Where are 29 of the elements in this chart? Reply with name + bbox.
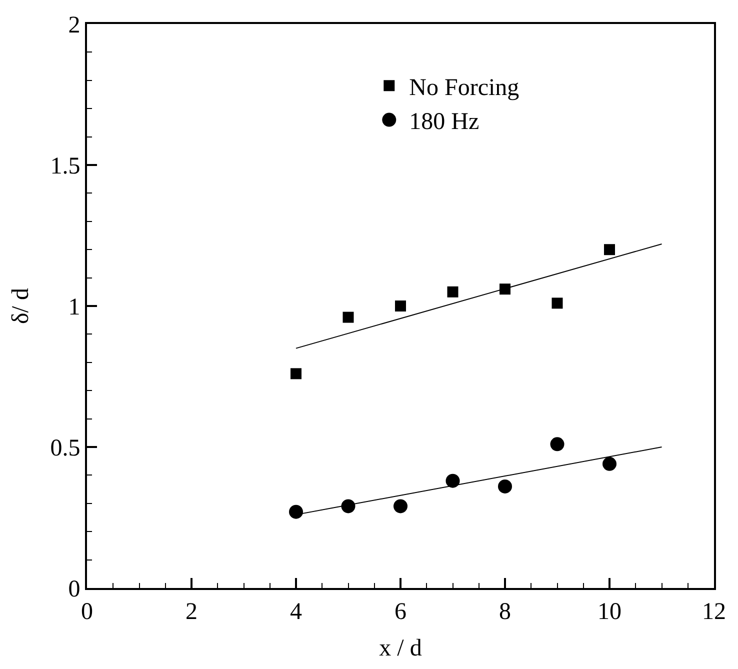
point <box>342 312 354 323</box>
x-tick-label: 10 <box>598 598 622 625</box>
point <box>500 284 510 295</box>
point <box>604 244 615 256</box>
point <box>290 368 302 380</box>
y-axis-title: δ/ d <box>8 288 34 324</box>
point <box>395 300 406 312</box>
point <box>289 504 303 519</box>
y-tick-label: 1.5 <box>50 153 80 180</box>
point <box>446 474 460 488</box>
legend-label: 180 Hz <box>409 109 480 136</box>
point <box>602 456 616 471</box>
x-tick-label: 6 <box>394 598 406 625</box>
x-tick-label: 4 <box>290 598 302 625</box>
x-tick-label: 12 <box>702 598 726 625</box>
point <box>550 437 564 452</box>
y-tick-label: 0 <box>68 576 80 602</box>
point <box>394 499 408 514</box>
point <box>498 479 512 494</box>
y-tick-label: 1 <box>68 294 80 320</box>
point <box>552 298 563 309</box>
legend-label: No Forcing <box>409 74 520 101</box>
point <box>341 499 356 514</box>
y-tick-label: 2 <box>68 12 80 38</box>
x-axis-title: x / d <box>379 636 422 662</box>
point <box>447 286 458 298</box>
y-tick-label: 0.5 <box>50 435 80 462</box>
x-tick-label: 2 <box>186 598 198 625</box>
x-tick-label: 8 <box>499 598 511 625</box>
